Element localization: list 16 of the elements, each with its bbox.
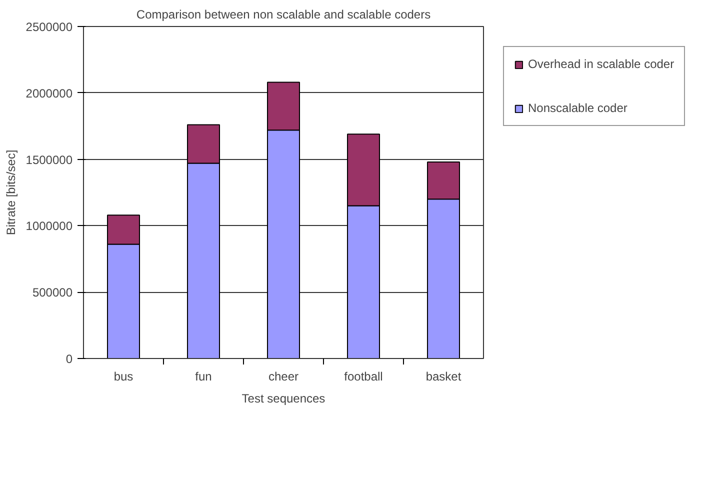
- x-axis-title: Test sequences: [242, 392, 326, 406]
- legend-label: Overhead in scalable coder: [528, 57, 674, 71]
- x-tick-label: basket: [426, 370, 462, 384]
- x-tick-label: bus: [114, 370, 134, 384]
- y-tick-label: 1000000: [26, 219, 73, 234]
- x-tick-label: football: [344, 370, 383, 384]
- y-tick-label: 500000: [32, 286, 73, 300]
- x-tick-label: fun: [195, 370, 212, 384]
- y-tick-label: 2500000: [26, 20, 73, 34]
- y-tick-label: 0: [66, 352, 73, 366]
- legend-label: Nonscalable coder: [528, 101, 628, 115]
- y-tick-label: 2000000: [26, 86, 73, 100]
- chart-title: Comparison between non scalable and scalable coders: [136, 8, 431, 22]
- y-axis-title: Bitrate [bits/sec]: [4, 150, 18, 236]
- y-tick-label: 1500000: [26, 152, 73, 167]
- x-tick-label: cheer: [268, 370, 299, 384]
